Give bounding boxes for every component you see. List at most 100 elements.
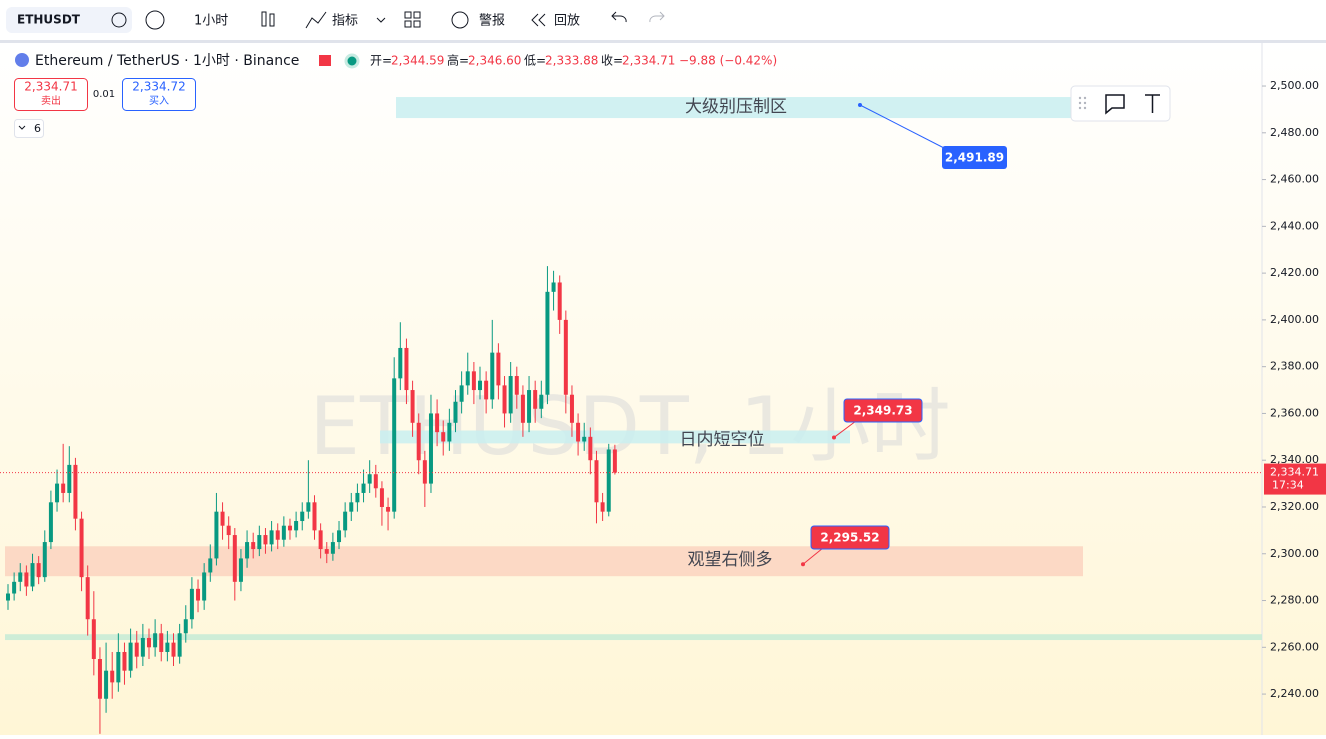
candle-body bbox=[471, 371, 476, 391]
candle-body bbox=[606, 449, 611, 512]
candle-body bbox=[281, 525, 286, 540]
candle-body bbox=[153, 633, 158, 648]
candle-body bbox=[202, 572, 207, 601]
candle-body bbox=[428, 413, 433, 484]
y-tick-label: 2,460.00 bbox=[1270, 173, 1319, 186]
candle-body bbox=[294, 521, 299, 531]
callout-label: 2,349.73 bbox=[853, 404, 912, 418]
alert[interactable]: 警报 bbox=[479, 13, 505, 29]
callout-box bbox=[843, 398, 923, 423]
replay-icon[interactable] bbox=[531, 13, 546, 27]
symbol[interactable]: ETHUSDT bbox=[17, 13, 81, 27]
candle-body bbox=[177, 633, 182, 657]
close: 2,334.71 bbox=[622, 54, 675, 68]
zone bbox=[5, 546, 1083, 577]
candle-body bbox=[275, 530, 280, 540]
candle-body bbox=[484, 380, 489, 400]
candle-body bbox=[502, 385, 507, 414]
candle-body bbox=[128, 642, 133, 671]
zone bbox=[380, 430, 850, 444]
callout-leader bbox=[802, 547, 824, 565]
buy-button[interactable] bbox=[122, 78, 196, 111]
candle-body bbox=[245, 542, 250, 559]
candle-body bbox=[116, 651, 121, 683]
toolbar-items: ETHUSDT 1小时 指标 警报 回放 bbox=[6, 7, 665, 33]
candle-body bbox=[18, 572, 23, 582]
y-tick-label: 2,280.00 bbox=[1270, 594, 1319, 607]
candle-body bbox=[545, 291, 550, 395]
sell-label[interactable]: 卖出 bbox=[41, 94, 61, 107]
buy-label[interactable]: 买入 bbox=[149, 95, 169, 107]
candle-body bbox=[104, 670, 109, 699]
alert-icon[interactable] bbox=[451, 11, 469, 29]
candle-body bbox=[447, 422, 452, 442]
candle-body bbox=[220, 511, 225, 526]
candle-body bbox=[226, 525, 231, 536]
candle-body bbox=[441, 432, 446, 442]
candle-body bbox=[576, 422, 581, 442]
candle-body bbox=[134, 642, 139, 657]
icon[interactable] bbox=[111, 12, 127, 28]
zone bbox=[396, 97, 1072, 119]
candle-body bbox=[496, 352, 501, 386]
candle-body bbox=[67, 464, 72, 493]
add-icon[interactable] bbox=[145, 10, 165, 30]
candle-body bbox=[588, 436, 593, 461]
candle-body bbox=[257, 535, 262, 550]
candle-body bbox=[251, 542, 256, 550]
chevron[interactable] bbox=[18, 125, 26, 130]
candle-icon[interactable] bbox=[269, 13, 275, 27]
candle-body bbox=[42, 542, 47, 578]
candle-body bbox=[312, 502, 317, 531]
legend: Ethereum / TetherUS · 1小时 · Binance 开= 2… bbox=[15, 53, 777, 69]
candle-body bbox=[594, 460, 599, 503]
candle-body bbox=[422, 460, 427, 484]
indicator-count[interactable]: 6 bbox=[34, 122, 41, 135]
indicator-icon[interactable] bbox=[305, 11, 327, 29]
candle-body bbox=[36, 563, 41, 578]
candle-body bbox=[171, 642, 176, 657]
indicator-toggle[interactable] bbox=[14, 119, 44, 138]
candle-body bbox=[91, 619, 96, 659]
candle-body bbox=[551, 282, 556, 292]
candle-body bbox=[465, 371, 470, 386]
candle-body bbox=[55, 483, 60, 503]
sell-price[interactable]: 2,334.71 bbox=[24, 80, 77, 94]
candle-body bbox=[97, 658, 102, 699]
candle-body bbox=[79, 518, 84, 578]
indicators[interactable]: 指标 bbox=[332, 14, 358, 29]
symbol-box[interactable] bbox=[6, 7, 132, 33]
chevron[interactable] bbox=[376, 17, 386, 23]
candle-body bbox=[337, 530, 342, 543]
candle-body bbox=[238, 558, 243, 582]
drag-handle[interactable] bbox=[1078, 96, 1087, 110]
text-tool[interactable] bbox=[1145, 94, 1160, 113]
candle-body bbox=[324, 549, 329, 554]
candle-body bbox=[110, 670, 115, 683]
replay[interactable]: 回放 bbox=[554, 14, 580, 29]
sell-button[interactable] bbox=[14, 78, 88, 111]
candle-body bbox=[349, 502, 354, 512]
candle-body bbox=[453, 401, 458, 423]
redo[interactable] bbox=[649, 11, 665, 23]
candle-icon[interactable] bbox=[261, 11, 267, 27]
candle-body bbox=[563, 319, 568, 395]
candle-body bbox=[392, 378, 397, 512]
candle-body bbox=[263, 535, 268, 545]
high: 2,346.60 bbox=[468, 54, 521, 68]
buy-price[interactable]: 2,334.72 bbox=[132, 80, 185, 94]
candle-body bbox=[165, 642, 170, 652]
callout-tool[interactable] bbox=[1105, 94, 1125, 115]
candle-body bbox=[416, 422, 421, 461]
trade-panel: 2,334.71 卖出 0.01 2,334.72 买入 6 bbox=[14, 78, 196, 138]
legend-title: Ethereum / TetherUS · 1小时 · Binance bbox=[35, 53, 299, 69]
candle-body bbox=[318, 530, 323, 550]
interval[interactable]: 1小时 bbox=[194, 14, 228, 29]
candle-body bbox=[435, 413, 440, 433]
high-label: 高= bbox=[447, 53, 469, 68]
candle-body bbox=[269, 530, 274, 545]
candle-body bbox=[214, 511, 219, 559]
y-tick-label: 2,240.00 bbox=[1270, 687, 1319, 700]
undo[interactable] bbox=[611, 11, 627, 23]
layout-icon[interactable] bbox=[404, 11, 421, 28]
